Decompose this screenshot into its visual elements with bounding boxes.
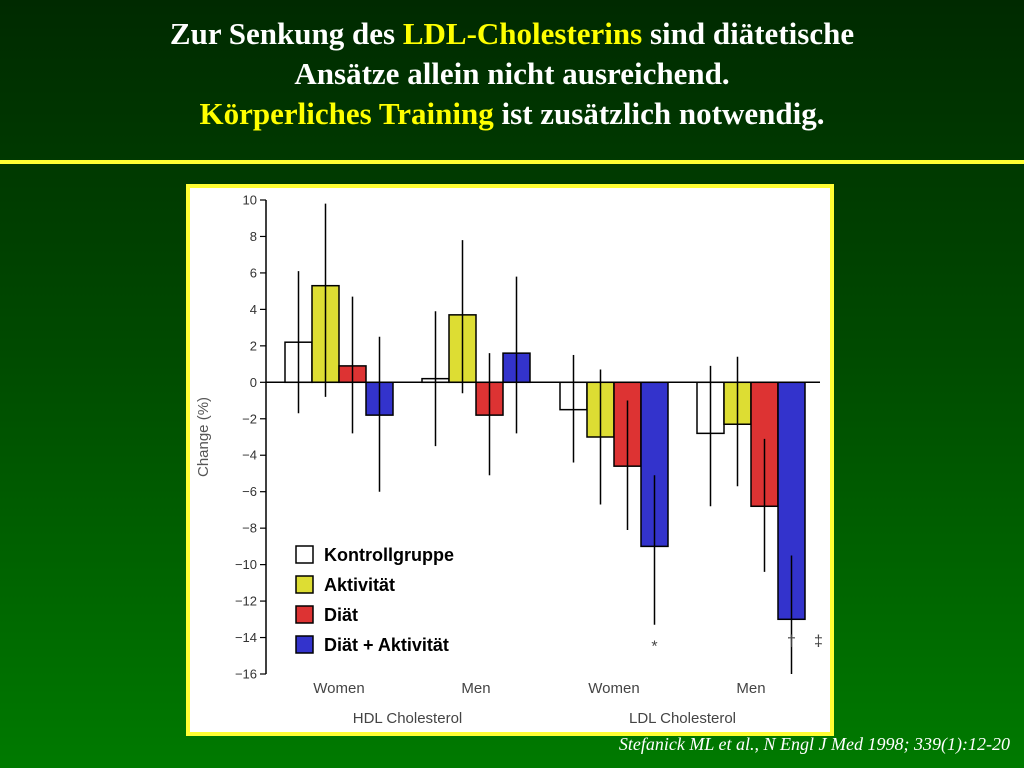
title-divider <box>0 160 1024 164</box>
legend-swatch <box>295 575 314 594</box>
title-highlight-training: Körperliches Training <box>199 96 494 131</box>
legend-swatch <box>295 635 314 654</box>
title-line-1-part-a: Zur Senkung des <box>169 16 403 51</box>
y-tick-label: 2 <box>250 338 257 353</box>
y-axis-label: Change (%) <box>195 397 212 477</box>
title-line-2: Ansätze allein nicht ausreichend. <box>294 56 730 91</box>
legend-label: Diät + Aktivität <box>324 635 449 655</box>
significance-marker: ‡ <box>814 633 823 650</box>
category-label: Women <box>313 680 364 697</box>
chart-frame: 10 8 6 4 2 0 −2 −4 −6 −8 −10 −12 −14 −16 Change (%) * † ‡… <box>186 184 834 736</box>
y-tick-label: −14 <box>235 630 257 645</box>
legend-label: Kontrollgruppe <box>324 545 454 565</box>
y-tick-label: 4 <box>250 302 257 317</box>
y-tick-label: 0 <box>250 375 257 390</box>
y-tick-label: −10 <box>235 557 257 572</box>
group-label: LDL Cholesterol <box>629 710 736 727</box>
category-label: Men <box>461 680 490 697</box>
y-tick-label: 10 <box>243 193 257 208</box>
y-tick-label: 8 <box>250 229 257 244</box>
bar-chart: 10 8 6 4 2 0 −2 −4 −6 −8 −10 −12 −14 −16 Change (%) * † ‡… <box>195 193 823 728</box>
legend-label: Diät <box>324 605 358 625</box>
legend-swatch <box>295 545 314 564</box>
significance-marker: † <box>787 633 796 650</box>
y-tick-label: −4 <box>242 448 257 463</box>
y-tick-label: −6 <box>242 484 257 499</box>
y-tick-label: −8 <box>242 521 257 536</box>
y-tick-label: −12 <box>235 594 257 609</box>
title-line-3: Körperliches Training ist zusätzlich not… <box>0 94 1024 134</box>
citation: Stefanick ML et al., N Engl J Med 1998; … <box>618 734 1010 754</box>
group-label: HDL Cholesterol <box>353 710 463 727</box>
legend-label: Aktivität <box>324 575 395 595</box>
category-label: Women <box>588 680 639 697</box>
title-line-1: Zur Senkung des LDL-Cholesterins sind di… <box>0 14 1024 54</box>
title-line-3-part-b: ist zusätzlich notwendig. <box>493 96 825 131</box>
y-tick-label: −2 <box>242 411 257 426</box>
y-tick-label: 6 <box>250 265 257 280</box>
legend-swatch <box>295 605 314 624</box>
title-highlight-ldl: LDL-Cholesterins <box>402 16 643 51</box>
category-label: Men <box>736 680 765 697</box>
y-tick-label: −16 <box>235 667 257 682</box>
slide-title: Zur Senkung des LDL-Cholesterins sind di… <box>0 14 1024 134</box>
significance-marker: * <box>651 639 657 656</box>
title-line-1-part-b: sind diätetische <box>642 16 855 51</box>
